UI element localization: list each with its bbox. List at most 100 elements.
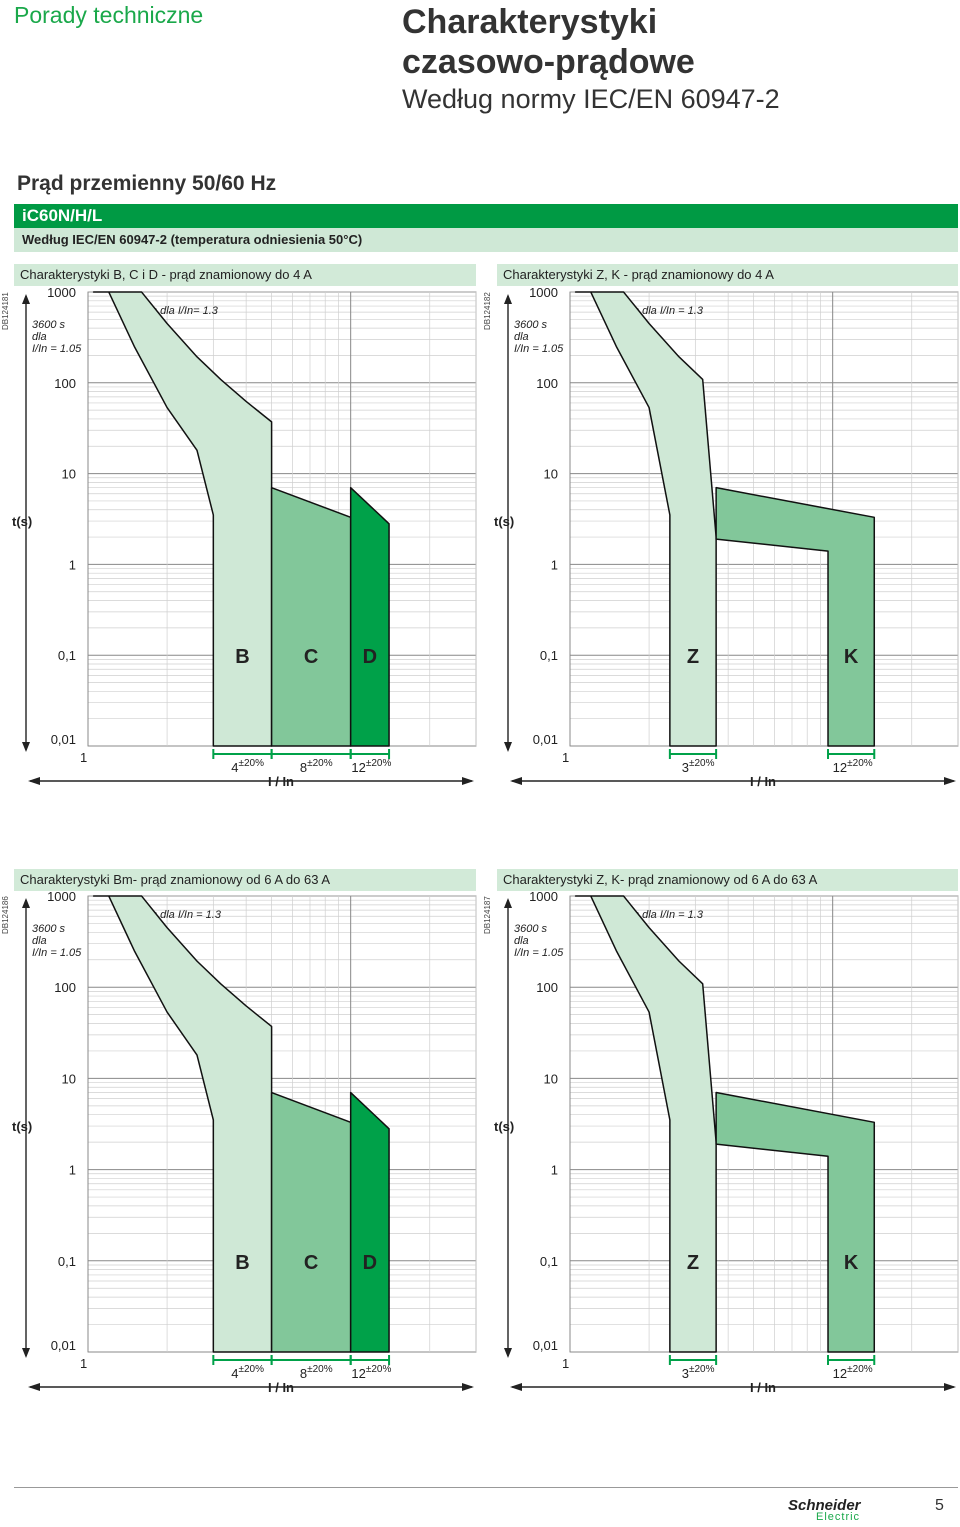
y-axis-arrow-up [22, 898, 30, 908]
tolerance-label: 12 [351, 1366, 365, 1381]
x-axis-arrow-left [510, 777, 522, 785]
annotation-1-05: I/In = 1.05 [514, 947, 564, 959]
chart-id: DB124181 [1, 292, 10, 330]
y-tick-label: 1 [551, 1163, 558, 1178]
annotation-1-05: 3600 s [514, 319, 548, 331]
annotation-1-05: dla [32, 331, 47, 343]
y-tick-label: 100 [536, 980, 558, 995]
y-tick-label: 10 [62, 467, 76, 482]
chart-3: DB124186 1000 100 10 1 0,1 0,01 t(s) 1 I / In 3600… [1, 889, 477, 1395]
chart-1: DB124181 1000 100 10 1 0,1 0,01 t(s) 1 I / In 3600… [1, 285, 477, 789]
y-tick-label: 1 [69, 1163, 76, 1178]
y-tick-label: 1000 [47, 889, 76, 904]
curve-band-C [270, 486, 352, 747]
chart-id: DB124182 [483, 292, 492, 330]
y-tick-label: 0,1 [58, 1254, 76, 1269]
y-tick-label: 0,01 [51, 1338, 76, 1353]
y-axis-label: t(s) [12, 1119, 32, 1134]
annotation-1-05: dla [32, 935, 47, 947]
y-tick-label: 1000 [529, 889, 558, 904]
x-tick-label: 1 [80, 750, 87, 765]
tolerance-value: ±20% [689, 758, 715, 769]
y-axis-arrow-down [22, 1348, 30, 1358]
tolerance-bracket [668, 1355, 718, 1365]
y-tick-label: 0,01 [533, 732, 558, 747]
y-tick-label: 1000 [529, 285, 558, 300]
x-axis-arrow-left [28, 1383, 40, 1391]
curve-band-Z [574, 895, 717, 1353]
y-axis-label: t(s) [494, 1119, 514, 1134]
section-heading: Prąd przemienny 50/60 Hz [17, 172, 277, 195]
curve-label-Z: Z [687, 646, 699, 668]
tolerance-value: ±20% [847, 758, 873, 769]
y-tick-label: 100 [536, 376, 558, 391]
curve-label-K: K [844, 1252, 859, 1274]
y-tick-label: 1 [551, 557, 558, 572]
tolerance-label: 4 [231, 1366, 238, 1381]
chart-3-title: Charakterystyki Bm- prąd znamionowy od 6… [14, 869, 476, 891]
tolerance-value: ±20% [847, 1364, 873, 1375]
logo-text: Schneider [788, 1497, 861, 1514]
annotation-1-05: dla [514, 935, 529, 947]
x-tick-label: 1 [80, 1356, 87, 1371]
tolerance-bracket [827, 1355, 876, 1365]
page-title-line2: czasowo-prądowe [402, 43, 695, 81]
section-label: Porady techniczne [14, 2, 204, 28]
chart-4-title: Charakterystyki Z, K- prąd znamionowy od… [497, 869, 958, 891]
x-axis-arrow-left [28, 777, 40, 785]
tolerance-value: ±20% [366, 1364, 392, 1375]
y-axis-arrow-up [504, 294, 512, 304]
tolerance-value: ±20% [238, 758, 264, 769]
brand-logo: Schneider Electric [780, 1497, 880, 1525]
annotation-1-05: I/In = 1.05 [32, 947, 82, 959]
tolerance-value: ±20% [366, 758, 392, 769]
curve-band-K [715, 1091, 876, 1353]
logo-subtext: Electric [816, 1511, 861, 1523]
tolerance-label: 12 [833, 1366, 847, 1381]
chart-2-title: Charakterystyki Z, K - prąd znamionowy d… [497, 264, 958, 286]
y-tick-label: 100 [54, 980, 76, 995]
page-subtitle: Według normy IEC/EN 60947-2 [402, 84, 780, 114]
tolerance-bracket [668, 749, 718, 759]
y-tick-label: 100 [54, 376, 76, 391]
curve-label-B: B [235, 646, 249, 668]
product-bar [14, 204, 958, 228]
page-number: 5 [935, 1497, 944, 1514]
x-axis-arrow-right [462, 1383, 474, 1391]
y-axis-label: t(s) [494, 514, 514, 529]
y-tick-label: 0,01 [51, 732, 76, 747]
curve-band-K [715, 486, 876, 747]
norm-text: Według IEC/EN 60947-2 (temperatura odnie… [22, 232, 363, 247]
y-tick-label: 1000 [47, 285, 76, 300]
x-axis-arrow-right [462, 777, 474, 785]
curve-label-B: B [235, 1252, 249, 1274]
curve-label-C: C [304, 646, 318, 668]
tolerance-bracket [827, 749, 876, 759]
chart-2: DB124182 1000 100 10 1 0,1 0,01 t(s) 1 I / In 3600… [483, 285, 959, 789]
tolerance-label: 3 [682, 1366, 689, 1381]
curve-label-D: D [363, 646, 377, 668]
curve-band-Z [574, 291, 717, 747]
x-tick-label: 1 [562, 750, 569, 765]
tolerance-value: ±20% [689, 1364, 715, 1375]
chart-id: DB124187 [483, 896, 492, 934]
y-tick-label: 10 [544, 1071, 558, 1086]
x-axis-arrow-right [944, 1383, 956, 1391]
x-axis-label: I / In [268, 774, 294, 789]
x-tick-label: 1 [562, 1356, 569, 1371]
norm-bar [14, 228, 958, 252]
annotation-1-05: I/In = 1.05 [32, 343, 82, 355]
tolerance-bracket [349, 749, 391, 759]
curve-label-Z: Z [687, 1252, 699, 1274]
tolerance-label: 3 [682, 760, 689, 775]
annotation-1-05: 3600 s [32, 923, 66, 935]
y-axis-arrow-down [504, 1348, 512, 1358]
curve-label-K: K [844, 646, 859, 668]
y-axis-arrow-down [22, 742, 30, 752]
annotation-1-05: 3600 s [32, 319, 66, 331]
tolerance-label: 8 [300, 1366, 307, 1381]
tolerance-label: 12 [351, 760, 365, 775]
tolerance-value: ±20% [238, 1364, 264, 1375]
tolerance-value: ±20% [307, 758, 333, 769]
chart-1-title: Charakterystyki B, C i D - prąd znamiono… [14, 264, 476, 286]
